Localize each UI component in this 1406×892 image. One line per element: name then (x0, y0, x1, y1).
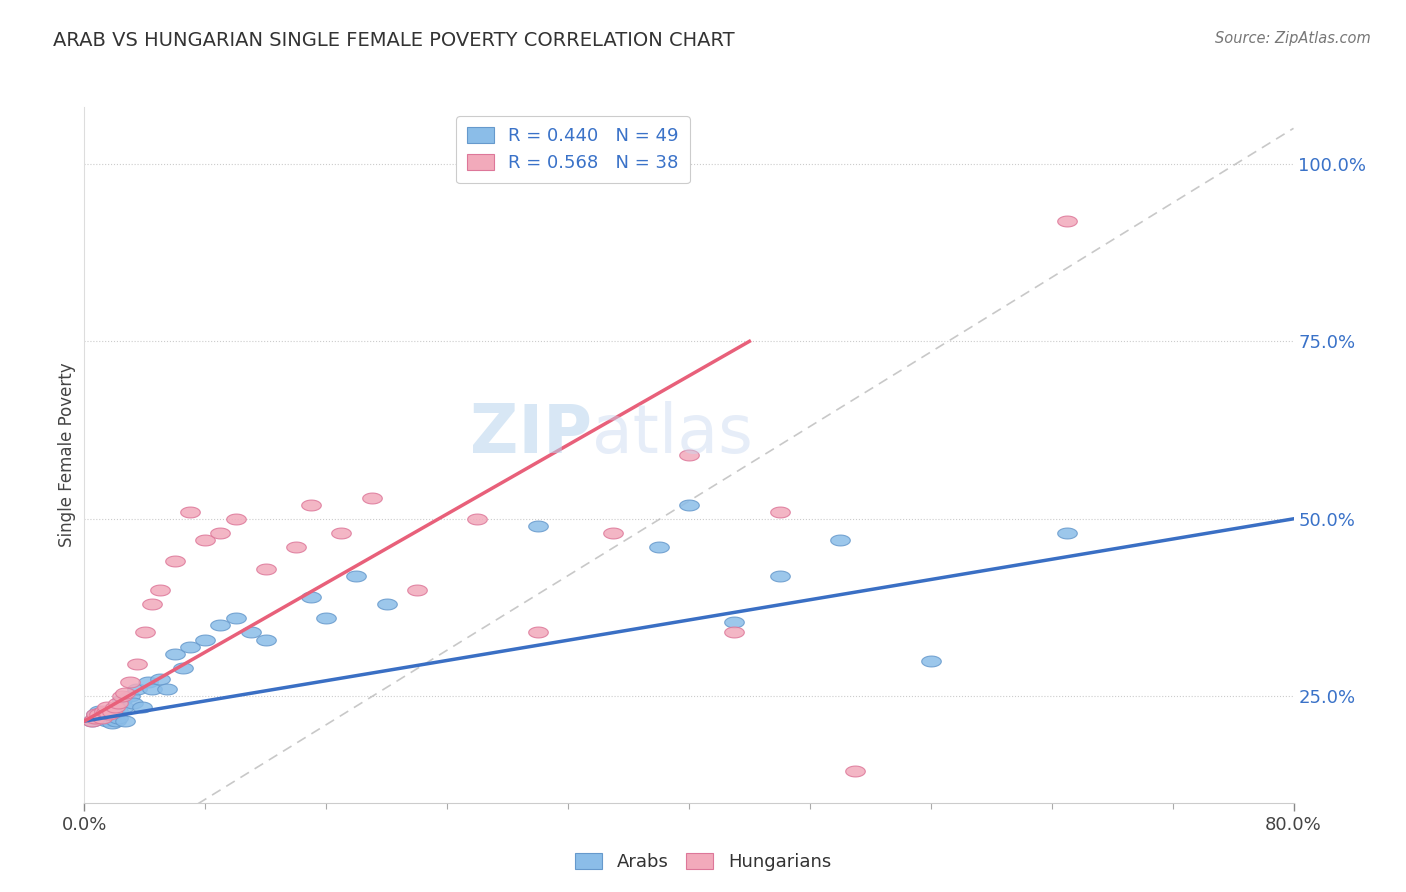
Point (149, 672, 172, 686)
Point (84, 710, 107, 724)
Point (127, 657, 149, 672)
Point (1056, 526, 1078, 541)
Point (89, 704, 111, 718)
Point (107, 697, 129, 711)
Point (254, 561, 277, 575)
Point (678, 498, 700, 512)
Point (98, 712, 121, 726)
Point (112, 700, 135, 714)
Point (830, 533, 852, 548)
Point (96, 714, 118, 728)
Point (194, 533, 217, 548)
Point (105, 714, 128, 728)
Point (285, 540, 308, 554)
Point (100, 705, 122, 719)
Point (172, 661, 194, 675)
Point (467, 512, 489, 526)
Point (179, 505, 201, 519)
Point (165, 647, 187, 661)
Point (723, 615, 745, 629)
Point (330, 526, 353, 541)
Point (91, 710, 114, 724)
Point (80, 714, 103, 728)
Point (97, 705, 120, 719)
Point (104, 700, 127, 714)
Point (375, 597, 398, 611)
Legend: Arabs, Hungarians: Arabs, Hungarians (568, 846, 838, 879)
Point (299, 590, 322, 604)
Point (107, 704, 129, 718)
Point (527, 625, 550, 640)
Point (136, 675, 159, 690)
Point (149, 582, 172, 597)
Point (769, 505, 792, 519)
Point (86, 707, 108, 722)
Point (111, 693, 134, 707)
Text: atlas: atlas (592, 401, 754, 467)
Point (239, 625, 262, 640)
Point (769, 568, 792, 582)
Legend: R = 0.440   N = 49, R = 0.568   N = 38: R = 0.440 N = 49, R = 0.568 N = 38 (456, 116, 690, 183)
Point (96, 700, 118, 714)
Point (86, 707, 108, 722)
Point (96, 709, 118, 723)
Point (678, 448, 700, 462)
Point (194, 632, 217, 647)
Point (131, 700, 153, 714)
Point (121, 697, 143, 711)
Point (225, 512, 247, 526)
Point (127, 682, 149, 697)
Point (844, 764, 866, 778)
Point (920, 654, 942, 668)
Point (101, 709, 124, 723)
Point (118, 690, 141, 704)
Point (156, 682, 179, 697)
Point (141, 682, 163, 697)
Point (104, 707, 127, 722)
Text: ZIP: ZIP (470, 401, 592, 467)
Point (141, 597, 163, 611)
Point (91, 705, 114, 719)
Text: ARAB VS HUNGARIAN SINGLE FEMALE POVERTY CORRELATION CHART: ARAB VS HUNGARIAN SINGLE FEMALE POVERTY … (53, 31, 735, 50)
Point (179, 640, 201, 654)
Point (406, 582, 429, 597)
Point (100, 716, 122, 731)
Point (111, 690, 134, 704)
Point (114, 686, 136, 700)
Text: Source: ZipAtlas.com: Source: ZipAtlas.com (1215, 31, 1371, 46)
Point (723, 625, 745, 640)
Point (134, 625, 156, 640)
Point (225, 611, 247, 625)
Point (346, 568, 368, 582)
Point (360, 491, 382, 505)
Point (94, 705, 117, 719)
Point (118, 675, 141, 690)
Point (315, 611, 337, 625)
Point (90, 709, 112, 723)
Point (165, 554, 187, 568)
Point (93, 704, 115, 718)
Point (1056, 213, 1078, 227)
Point (107, 710, 129, 724)
Point (80, 714, 103, 728)
Y-axis label: Single Female Poverty: Single Female Poverty (58, 363, 76, 547)
Point (254, 632, 277, 647)
Point (209, 526, 232, 541)
Point (602, 526, 624, 541)
Point (97, 707, 120, 722)
Point (84, 710, 107, 724)
Point (114, 714, 136, 728)
Point (648, 540, 671, 554)
Point (89, 707, 111, 722)
Point (93, 710, 115, 724)
Point (209, 618, 232, 632)
Point (299, 498, 322, 512)
Point (89, 712, 111, 726)
Point (527, 519, 550, 533)
